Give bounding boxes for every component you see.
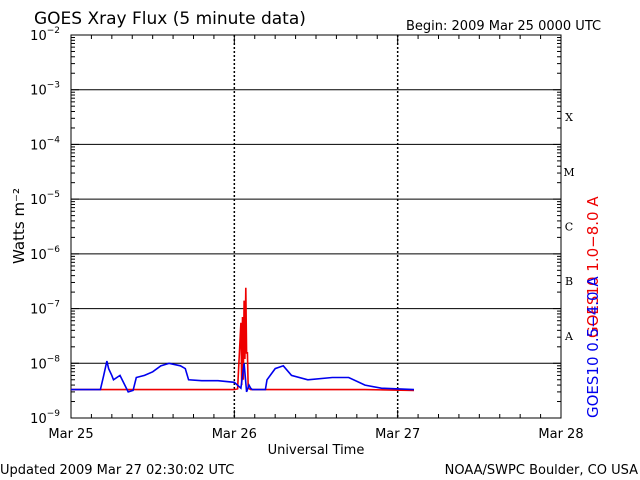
flare-class-x: X — [565, 111, 573, 124]
y-tick-label: 10−6 — [30, 245, 60, 263]
flare-class-m: M — [563, 166, 574, 179]
y-axis-label: Watts m⁻² — [10, 188, 28, 264]
x-tick-labels: Mar 25 Mar 26 Mar 27 Mar 28 — [48, 427, 583, 442]
flare-class-b: B — [565, 275, 573, 288]
y-tick-label: 10−9 — [30, 409, 60, 427]
data-source: NOAA/SWPC Boulder, CO USA — [445, 463, 638, 478]
x-tick-label: Mar 26 — [212, 427, 257, 442]
x-tick-label: Mar 25 — [48, 427, 93, 442]
chart-title: GOES Xray Flux (5 minute data) — [34, 9, 306, 29]
plot-area — [70, 34, 562, 419]
begin-date-label: Begin: 2009 Mar 25 0000 UTC — [406, 19, 601, 34]
y-tick-label: 10−7 — [30, 300, 60, 318]
flare-class-labels: X M C B A — [563, 111, 574, 343]
grid-lines — [71, 35, 561, 418]
x-tick-label: Mar 28 — [538, 427, 583, 442]
y-tick-label: 10−2 — [30, 26, 60, 44]
axis-ticks — [70, 34, 562, 419]
legend-long-wavelength: GOES10 1.0−8.0 A — [584, 196, 602, 338]
updated-timestamp: Updated 2009 Mar 27 02:30:02 UTC — [0, 463, 234, 478]
series-short-wavelength-line — [71, 360, 415, 393]
legend-short-wavelength: GOES10 0.5−4.0 A — [584, 276, 602, 418]
flare-class-a: A — [564, 330, 574, 343]
y-tick-label: 10−4 — [30, 135, 60, 153]
x-tick-label: Mar 27 — [375, 427, 420, 442]
y-tick-label: 10−8 — [30, 354, 60, 372]
y-tick-label: 10−3 — [30, 81, 60, 99]
plot-frame — [70, 34, 562, 419]
x-axis-label: Universal Time — [268, 443, 365, 458]
data-series — [71, 287, 415, 393]
y-tick-label: 10−5 — [30, 190, 60, 208]
y-tick-labels: 10−9 10−8 10−7 10−6 10−5 10−4 10−3 10−2 — [30, 26, 60, 427]
flare-class-c: C — [565, 221, 573, 234]
